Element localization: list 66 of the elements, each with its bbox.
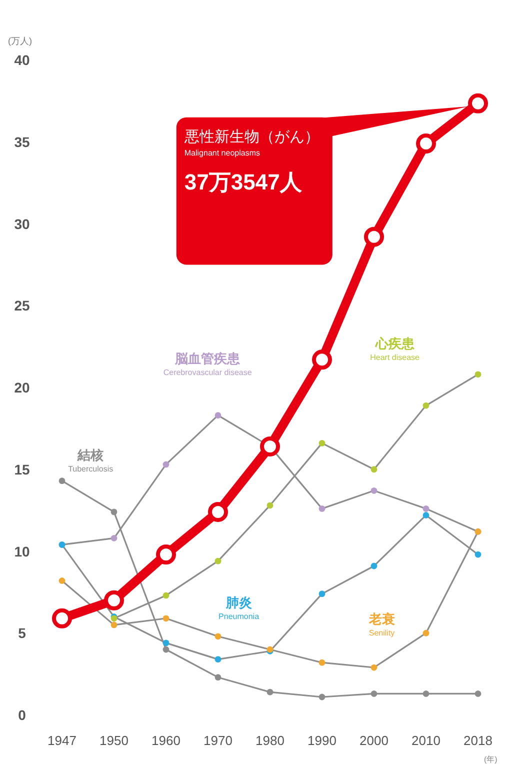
x-tick-label: 1947 [48,733,76,748]
point [474,551,482,558]
point [58,478,66,484]
y-tick-label: 0 [18,707,26,723]
point [318,694,326,700]
point [422,630,430,636]
point [214,412,222,419]
x-tick-label: 1980 [256,733,284,748]
point [214,633,222,640]
point [370,487,378,494]
callout: 悪性新生物（がん） Malignant neoplasms 37万3547人 [176,106,469,265]
point [312,350,332,370]
point [162,615,170,622]
point [422,512,430,518]
point [104,590,124,610]
y-tick-label: 25 [14,298,30,314]
point [370,466,378,473]
point [156,544,176,565]
x-tick-label: 2000 [360,733,388,748]
point [260,436,280,456]
point [422,402,430,409]
point [214,558,222,564]
point [162,646,170,653]
point [110,534,118,542]
y-tick-label: 35 [14,134,30,150]
y-tick-label: 30 [14,216,30,232]
point [162,592,170,599]
point [318,440,326,446]
point [52,608,72,628]
x-tick-label: 2018 [464,733,492,748]
point [318,590,326,598]
point [214,674,222,681]
point [422,505,430,512]
point [214,656,222,663]
point [364,226,384,247]
point [162,461,170,468]
x-tick-label: 1950 [100,733,128,748]
point [370,664,378,671]
point [370,562,378,570]
point [318,659,326,666]
point [370,690,378,697]
point [474,690,482,697]
x-tick-label: 2010 [412,733,440,748]
x-tick-label: 1990 [308,733,336,748]
point [208,502,228,522]
point [422,690,430,697]
point [58,578,66,584]
point [468,93,488,114]
point [474,371,482,378]
y-axis-title: (万人) [8,36,32,46]
y-tick-label: 5 [18,625,26,642]
annotation: 37万3547人 [184,169,303,194]
point [266,688,274,696]
x-tick-label: 1970 [204,733,232,748]
y-tick-label: 20 [14,380,30,396]
point [318,505,326,512]
point [266,502,274,509]
y-tick-label: 15 [14,461,30,478]
point [162,640,170,646]
x-axis-title: (年) [484,755,498,764]
point [110,622,118,628]
point [416,134,436,154]
y-tick-label: 40 [14,52,30,68]
y-tick-label: 10 [14,543,30,560]
x-tick-label: 1960 [152,733,180,748]
point [110,508,118,516]
